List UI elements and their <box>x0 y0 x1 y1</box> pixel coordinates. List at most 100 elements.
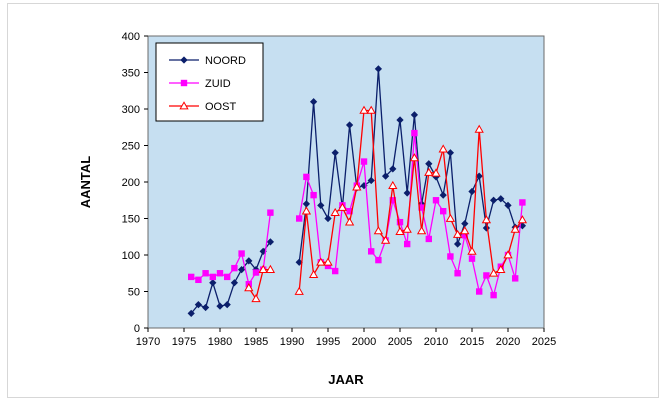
data-point-noord <box>410 111 419 119</box>
data-point-noord <box>216 302 224 310</box>
data-point-oost <box>380 235 391 244</box>
data-point-oost <box>452 229 463 238</box>
data-point-zuid <box>368 248 375 255</box>
y-tick-label: 100 <box>122 250 140 262</box>
data-point-oost <box>409 153 420 162</box>
data-point-noord <box>187 309 195 318</box>
data-point-oost <box>359 105 369 114</box>
data-point-zuid <box>216 270 224 277</box>
data-point-zuid <box>404 240 411 248</box>
data-point-zuid <box>267 209 274 216</box>
data-point-noord <box>324 214 332 223</box>
data-point-oost <box>416 226 427 235</box>
data-point-zuid <box>360 158 368 165</box>
legend-label-oost: OOST <box>205 101 236 113</box>
x-tick-label: 2000 <box>352 336 376 348</box>
x-tick-label: 2005 <box>388 336 412 348</box>
data-point-oost <box>474 124 484 133</box>
data-point-zuid <box>512 275 519 282</box>
data-point-zuid <box>447 253 454 260</box>
data-point-noord <box>317 201 325 209</box>
axis-ticks <box>144 35 545 332</box>
data-point-oost <box>503 250 513 259</box>
data-point-zuid <box>454 270 461 277</box>
data-point-zuid <box>296 215 303 222</box>
data-point-zuid <box>468 255 476 262</box>
data-point-oost <box>460 226 470 235</box>
legend-marker-zuid <box>180 79 188 87</box>
x-tick-label: 2015 <box>460 336 484 348</box>
data-point-zuid <box>252 269 260 276</box>
data-point-oost <box>330 207 340 217</box>
data-point-noord <box>396 116 404 124</box>
data-point-noord <box>209 279 217 287</box>
data-point-oost <box>488 268 499 277</box>
data-point-zuid <box>231 264 238 272</box>
y-tick-label: 150 <box>122 214 140 226</box>
data-point-noord <box>201 303 210 312</box>
data-point-oost <box>395 226 405 235</box>
data-point-oost <box>244 283 254 292</box>
data-point-noord <box>223 301 231 309</box>
data-point-zuid <box>310 191 317 199</box>
data-point-noord <box>439 191 447 199</box>
data-point-noord <box>345 121 354 129</box>
y-axis-title: AANTAL <box>78 156 93 209</box>
data-point-oost <box>294 286 304 295</box>
data-point-oost <box>265 264 276 273</box>
data-point-oost <box>308 269 319 279</box>
data-point-oost <box>337 202 348 211</box>
data-point-oost <box>431 168 441 177</box>
series-group <box>187 65 528 318</box>
data-point-zuid <box>440 208 447 215</box>
y-tick-labels: 0 50 100 150 200 250 300 350 400 <box>122 31 140 335</box>
data-point-noord <box>230 279 239 287</box>
data-point-noord <box>403 189 411 197</box>
legend-marker-noord <box>180 56 188 64</box>
y-tick-label: 200 <box>122 177 140 189</box>
data-point-oost <box>258 264 268 273</box>
data-point-noord <box>504 201 512 209</box>
data-point-oost <box>352 182 362 191</box>
data-point-zuid <box>375 256 382 264</box>
data-point-noord <box>309 98 318 106</box>
data-point-noord <box>389 165 397 173</box>
y-tick-label: 350 <box>122 68 140 80</box>
x-tick-label: 2010 <box>424 336 448 348</box>
data-point-zuid <box>411 129 418 137</box>
data-point-oost <box>438 144 448 153</box>
data-point-oost <box>366 105 376 114</box>
data-point-oost <box>388 180 398 189</box>
data-point-noord <box>374 65 383 73</box>
data-point-noord <box>237 265 246 274</box>
data-point-noord <box>194 301 203 309</box>
series-line-oost <box>248 268 271 301</box>
legend-label-zuid: ZUID <box>205 78 231 90</box>
x-tick-label: 2020 <box>496 336 520 348</box>
x-tick-label: 1970 <box>136 336 160 348</box>
data-point-oost <box>251 293 261 303</box>
data-point-zuid <box>519 199 526 206</box>
data-point-zuid <box>324 262 332 270</box>
x-tick-label: 1990 <box>280 336 304 348</box>
y-tick-label: 300 <box>122 104 140 116</box>
data-point-noord <box>266 238 275 246</box>
data-point-noord <box>468 187 476 196</box>
data-point-oost <box>510 224 520 233</box>
legend-box <box>155 42 264 122</box>
y-tick-label: 400 <box>122 31 140 43</box>
data-point-zuid <box>432 197 440 204</box>
data-point-zuid <box>418 204 425 211</box>
data-point-noord <box>497 195 505 203</box>
data-point-zuid <box>476 288 483 295</box>
y-tick-label: 250 <box>122 141 140 153</box>
data-point-zuid <box>224 273 231 281</box>
x-tick-label: 1995 <box>316 336 340 348</box>
x-tick-label: 1985 <box>244 336 268 348</box>
data-point-zuid <box>346 208 353 215</box>
data-point-oost <box>316 257 326 266</box>
y-tick-label: 50 <box>128 287 140 299</box>
data-point-zuid <box>303 173 310 181</box>
data-point-oost <box>323 257 333 266</box>
data-point-zuid <box>389 197 396 204</box>
